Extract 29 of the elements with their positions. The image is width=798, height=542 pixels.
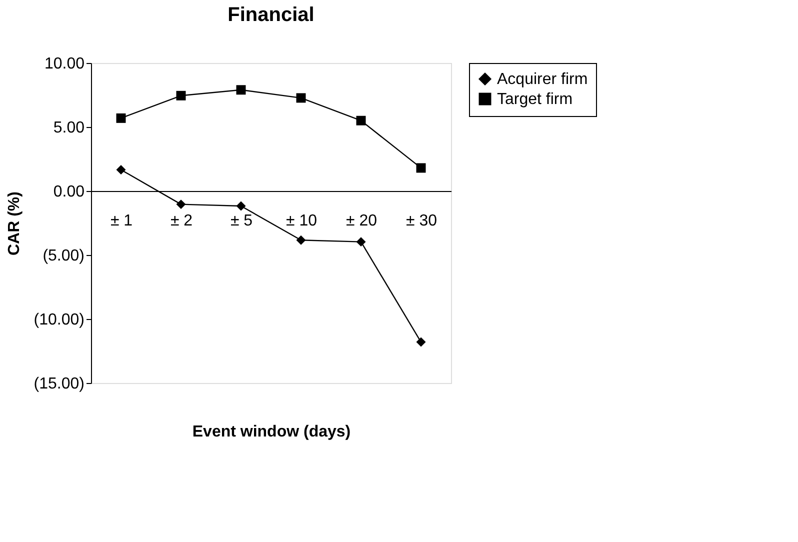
y-tick-label: (15.00) xyxy=(34,376,84,392)
x-tick-label: ± 5 xyxy=(230,212,253,230)
x-tick-label: ± 2 xyxy=(170,212,193,230)
x-tick-label: ± 1 xyxy=(110,212,133,230)
y-axis-title: CAR (%) xyxy=(6,192,23,256)
x-tick-label: ± 10 xyxy=(286,212,318,230)
legend-label: Target firm xyxy=(497,91,573,108)
x-axis-title: Event window (days) xyxy=(192,424,351,440)
point xyxy=(176,200,186,210)
point xyxy=(416,163,426,173)
x-tick-label: ± 30 xyxy=(406,212,438,230)
y-tick-label: (5.00) xyxy=(42,248,84,264)
y-tick-label: 0.00 xyxy=(53,184,85,200)
point xyxy=(176,90,186,100)
chart-title: Financial xyxy=(228,4,314,26)
y-tick-label: (10.00) xyxy=(34,312,84,328)
y-tick-label: 10.00 xyxy=(44,56,85,72)
point xyxy=(116,113,126,123)
x-tick-label: ± 20 xyxy=(346,212,378,230)
point xyxy=(356,237,366,247)
point xyxy=(416,337,426,347)
point xyxy=(116,165,126,174)
point xyxy=(236,201,246,211)
point xyxy=(296,235,306,245)
point xyxy=(356,116,366,126)
point xyxy=(296,93,306,103)
y-tick-label: 5.00 xyxy=(53,120,85,136)
legend-label: Acquirer firm xyxy=(497,71,588,88)
point xyxy=(236,85,246,95)
